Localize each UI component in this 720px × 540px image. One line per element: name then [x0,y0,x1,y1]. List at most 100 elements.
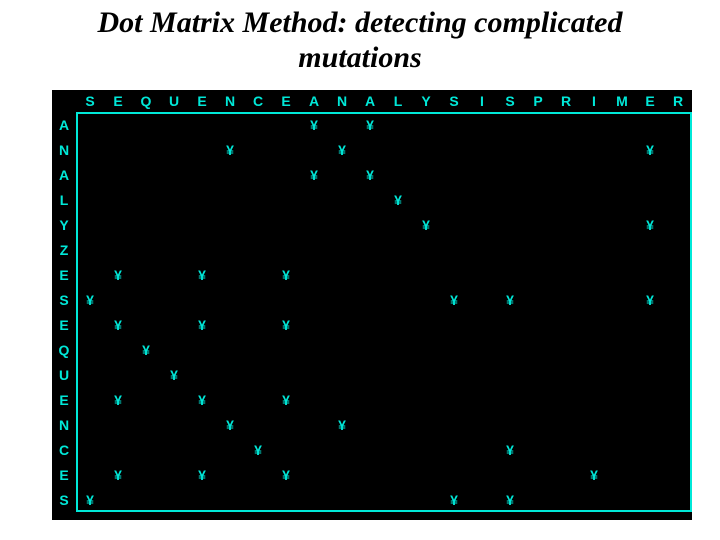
match-dot: ¥ [132,337,160,362]
matrix-cell [552,212,580,237]
matrix-cell [440,137,468,162]
matrix-cell [132,287,160,312]
matrix-cell [468,437,496,462]
matrix-cell [580,387,608,412]
match-dot: ¥ [636,212,664,237]
matrix-cell [636,487,664,512]
matrix-cell [608,487,636,512]
matrix-cell [216,362,244,387]
matrix-cell [440,262,468,287]
matrix-cell [328,187,356,212]
matrix-cell [160,387,188,412]
matrix-cell [524,437,552,462]
matrix-cell [384,112,412,137]
matrix-cell [496,187,524,212]
matrix-cell [300,462,328,487]
col-header: Y [412,90,440,112]
matrix-cell [608,187,636,212]
matrix-cell [76,462,104,487]
matrix-cell [272,137,300,162]
matrix-cell [160,462,188,487]
matrix-cell [384,437,412,462]
matrix-cell [160,337,188,362]
matrix-cell [496,412,524,437]
matrix-cell [132,112,160,137]
matrix-cell [636,162,664,187]
matrix-cell [440,462,468,487]
dot-matrix-plot: SEQUENCEANALYSISPRIMERA¥¥N¥¥¥A¥¥L¥Y¥¥ZE¥… [52,90,692,520]
matrix-cell [412,387,440,412]
matrix-cell [244,187,272,212]
match-dot: ¥ [412,212,440,237]
matrix-cell [104,187,132,212]
matrix-cell [272,162,300,187]
matrix-cell [160,262,188,287]
row-header: A [52,162,76,187]
matrix-cell [608,362,636,387]
matrix-cell [300,287,328,312]
matrix-cell [524,312,552,337]
matrix-cell [328,287,356,312]
matrix-cell [524,412,552,437]
match-dot: ¥ [188,462,216,487]
matrix-cell [608,162,636,187]
matrix-cell [272,237,300,262]
matrix-cell [664,462,692,487]
matrix-cell [468,312,496,337]
col-header: E [272,90,300,112]
matrix-cell [580,412,608,437]
matrix-cell [664,387,692,412]
matrix-cell [328,362,356,387]
matrix-cell [300,437,328,462]
matrix-cell [188,287,216,312]
matrix-cell [552,462,580,487]
col-header: U [160,90,188,112]
matrix-cell [132,362,160,387]
col-header: M [608,90,636,112]
matrix-cell [328,462,356,487]
matrix-cell [132,312,160,337]
matrix-cell [608,237,636,262]
matrix-cell [384,287,412,312]
matrix-cell [300,312,328,337]
matrix-cell [440,187,468,212]
matrix-cell [636,312,664,337]
slide-root: Dot Matrix Method: detecting complicated… [0,0,720,540]
matrix-cell [440,412,468,437]
matrix-cell [384,312,412,337]
row-header: S [52,487,76,512]
matrix-cell [412,312,440,337]
matrix-cell [384,237,412,262]
matrix-cell [384,212,412,237]
matrix-cell [552,437,580,462]
match-dot: ¥ [188,387,216,412]
match-dot: ¥ [272,387,300,412]
matrix-cell [328,337,356,362]
matrix-cell [272,287,300,312]
matrix-cell [664,262,692,287]
matrix-cell [76,187,104,212]
matrix-cell [216,187,244,212]
matrix-cell [356,237,384,262]
matrix-cell [468,237,496,262]
col-header: Q [132,90,160,112]
matrix-cell [552,162,580,187]
matrix-cell [76,137,104,162]
matrix-cell [188,337,216,362]
matrix-cell [384,137,412,162]
matrix-cell [468,337,496,362]
matrix-cell [160,287,188,312]
matrix-cell [76,237,104,262]
matrix-cell [160,237,188,262]
match-dot: ¥ [188,312,216,337]
matrix-cell [468,487,496,512]
matrix-cell [104,162,132,187]
matrix-cell [160,412,188,437]
matrix-cell [328,487,356,512]
matrix-cell [356,387,384,412]
dot-matrix-table: SEQUENCEANALYSISPRIMERA¥¥N¥¥¥A¥¥L¥Y¥¥ZE¥… [52,90,692,512]
matrix-cell [580,437,608,462]
match-dot: ¥ [636,137,664,162]
row-header: U [52,362,76,387]
matrix-cell [552,337,580,362]
